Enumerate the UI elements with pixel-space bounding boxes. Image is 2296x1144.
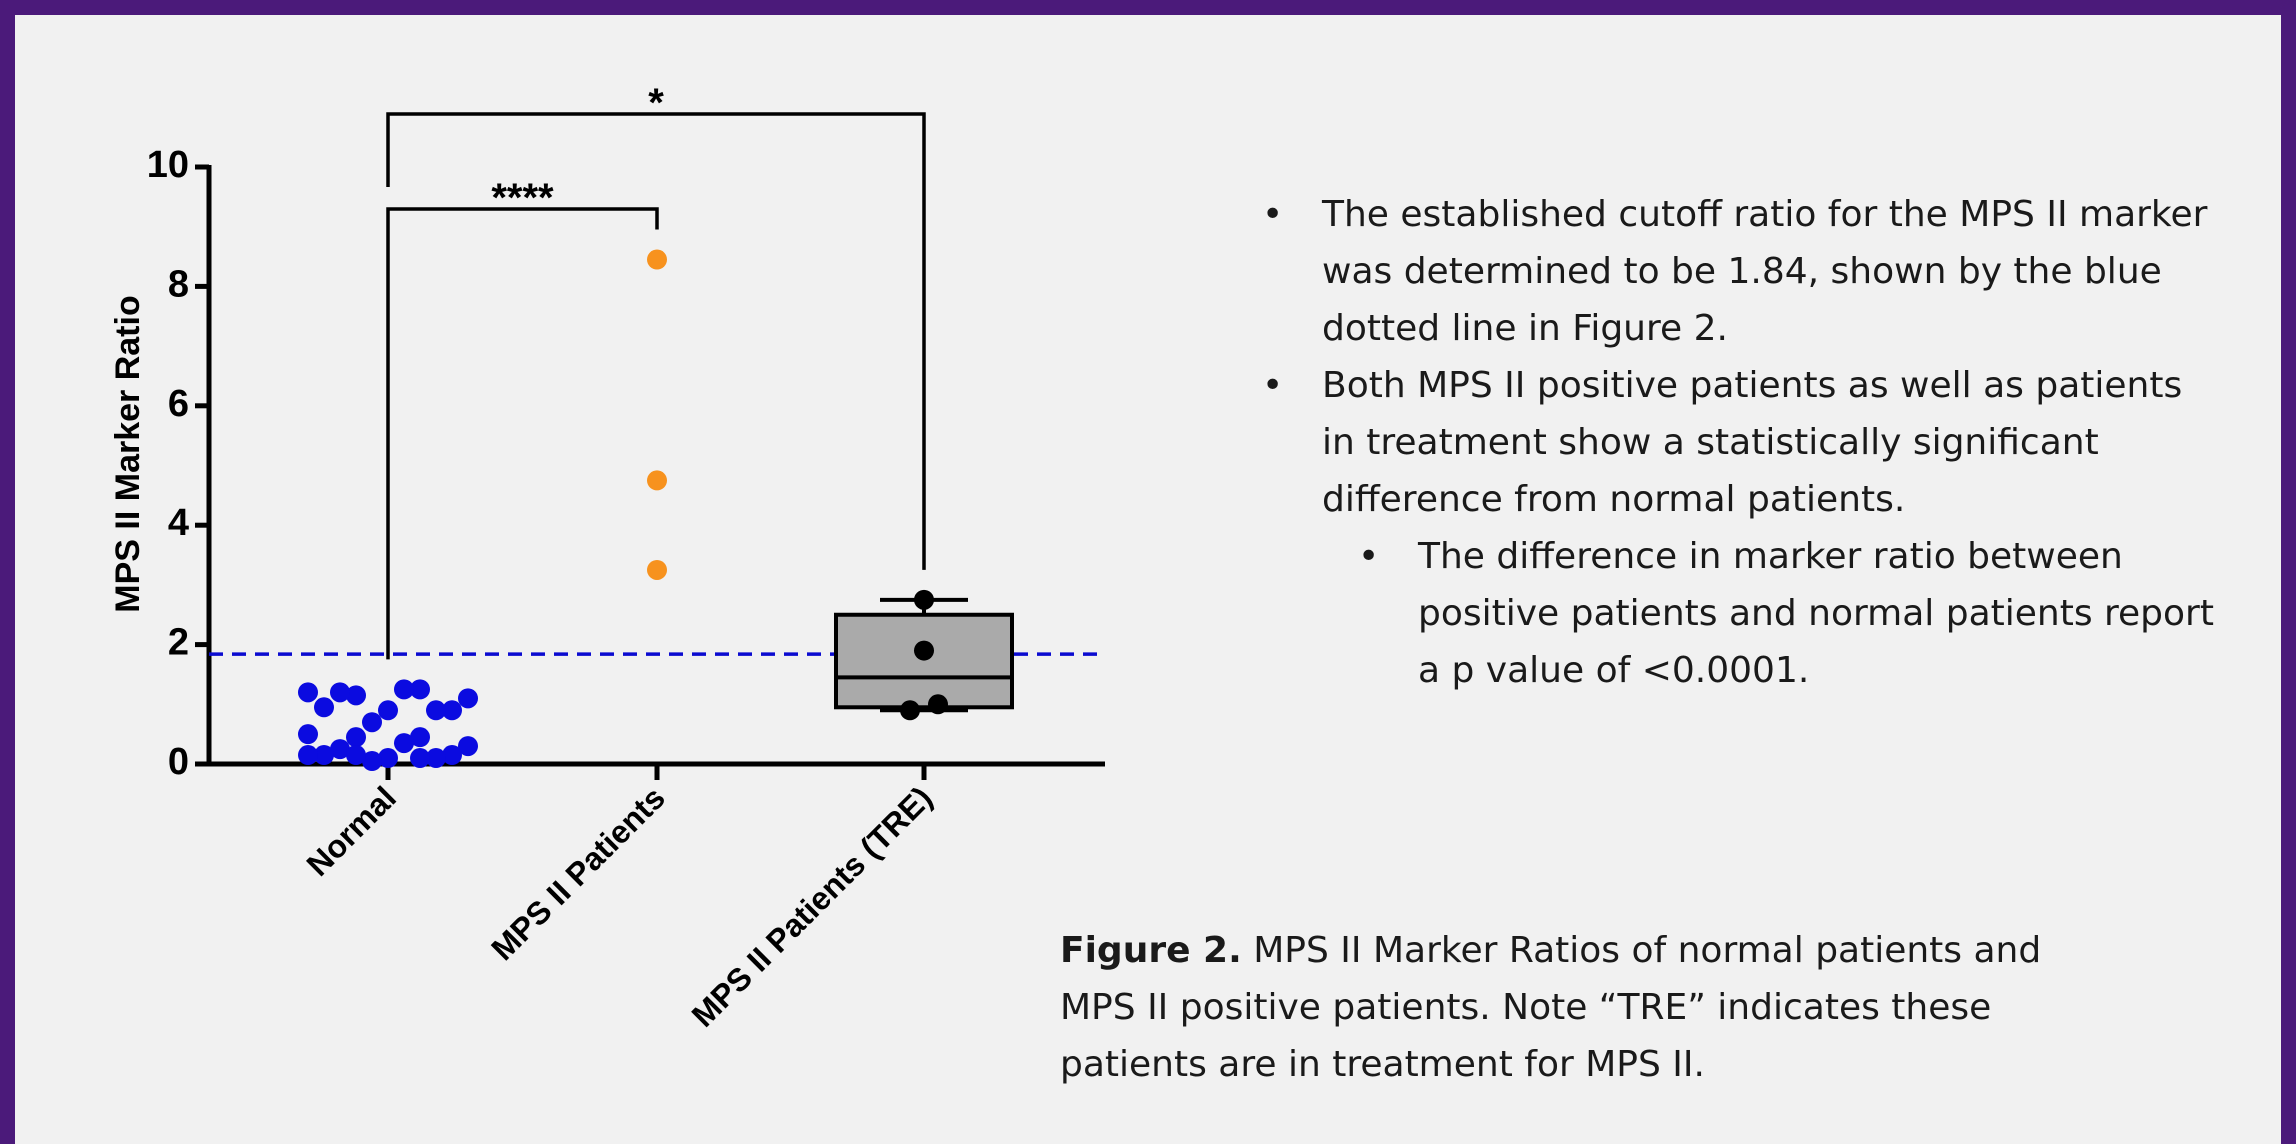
sub-bullet: The difference in marker ratio between p… bbox=[1358, 528, 2222, 699]
caption-label: Figure 2. bbox=[1060, 930, 1242, 971]
bullets: The established cutoff ratio for the MPS… bbox=[1262, 186, 2222, 699]
point bbox=[647, 559, 667, 580]
y-axis-label: MPS II Marker Ratio bbox=[109, 295, 147, 612]
point bbox=[458, 688, 478, 709]
bullet-text: The established cutoff ratio for the MPS… bbox=[1322, 194, 2208, 349]
significance-bracket bbox=[386, 207, 659, 660]
point bbox=[458, 736, 478, 757]
caption-text: MPS II Marker Ratios of normal patients … bbox=[1060, 930, 2042, 1085]
y-tick-label: 6 bbox=[168, 383, 189, 425]
y-tick-label: 0 bbox=[168, 741, 189, 783]
point bbox=[426, 748, 446, 769]
bullet: Both MPS II positive patients as well as… bbox=[1262, 357, 2222, 699]
point bbox=[314, 745, 334, 766]
point bbox=[314, 697, 334, 718]
point bbox=[410, 727, 430, 748]
y-tick-label: 8 bbox=[168, 263, 189, 305]
point bbox=[394, 733, 414, 754]
y-tick-label: 2 bbox=[168, 622, 189, 664]
point bbox=[647, 470, 667, 491]
point bbox=[330, 682, 350, 703]
bullet-list: The established cutoff ratio for the MPS… bbox=[1262, 186, 2222, 699]
point bbox=[442, 700, 462, 721]
caption: Figure 2. MPS II Marker Ratios of normal… bbox=[1060, 922, 2060, 1093]
box bbox=[834, 612, 1014, 710]
y-tick-label: 10 bbox=[147, 144, 189, 186]
point bbox=[362, 751, 382, 772]
bullet-text: Both MPS II positive patients as well as… bbox=[1322, 365, 2183, 520]
point bbox=[298, 724, 318, 745]
point bbox=[330, 739, 350, 760]
point bbox=[346, 727, 366, 748]
point bbox=[362, 712, 382, 733]
point bbox=[346, 685, 366, 706]
point bbox=[426, 700, 446, 721]
point bbox=[647, 249, 667, 270]
point bbox=[914, 640, 934, 661]
point bbox=[298, 745, 318, 766]
point bbox=[900, 700, 920, 721]
significance-bracket bbox=[386, 112, 926, 570]
point bbox=[378, 700, 398, 721]
point bbox=[410, 679, 430, 700]
sub-bullets: The difference in marker ratio between p… bbox=[1358, 528, 2222, 699]
point bbox=[914, 589, 934, 610]
point bbox=[410, 748, 430, 769]
point bbox=[394, 679, 414, 700]
significance-label: * bbox=[648, 81, 664, 125]
point bbox=[298, 682, 318, 703]
point bbox=[378, 748, 398, 769]
bullet: The established cutoff ratio for the MPS… bbox=[1262, 186, 2222, 357]
point bbox=[442, 745, 462, 766]
point bbox=[346, 745, 366, 766]
x-tick-label: Normal bbox=[300, 779, 403, 882]
x-tick-label: MPS II Patients bbox=[484, 779, 672, 967]
point bbox=[928, 694, 948, 715]
y-tick-label: 4 bbox=[168, 502, 189, 544]
x-tick-label: MPS II Patients (TRE) bbox=[685, 779, 939, 1033]
significance-label: **** bbox=[491, 176, 554, 220]
